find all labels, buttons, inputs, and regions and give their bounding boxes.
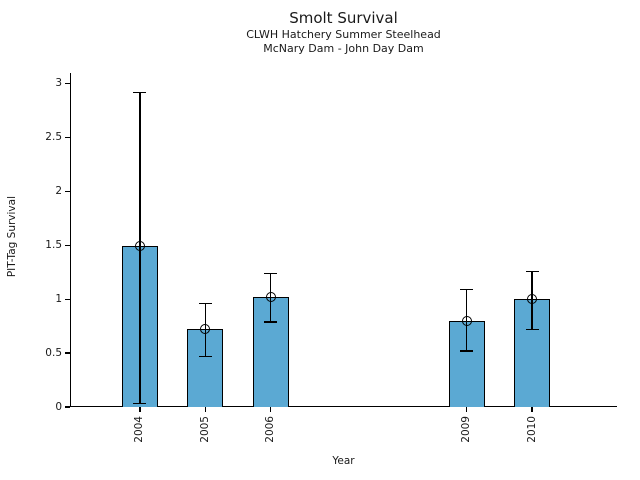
chart-subtitle-1: CLWH Hatchery Summer Steelhead	[246, 28, 441, 41]
error-cap-low-2006	[264, 321, 278, 323]
error-cap-low-2009	[460, 350, 474, 352]
error-cap-high-2004	[133, 91, 147, 94]
x-axis-title: Year	[332, 455, 355, 467]
error-cap-high-2005	[198, 302, 212, 305]
y-tick	[65, 298, 70, 300]
chart-title: Smolt Survival	[289, 9, 398, 27]
error-cap-low-2010	[525, 328, 539, 331]
x-tick	[269, 407, 272, 412]
x-tick-label: 2006	[264, 416, 277, 443]
y-tick	[65, 190, 70, 193]
x-tick	[465, 407, 468, 412]
x-tick-label: 2009	[460, 416, 473, 443]
error-cap-high-2009	[460, 288, 474, 291]
point-marker-2006	[265, 292, 276, 303]
y-tick	[65, 406, 70, 408]
error-cap-high-2006	[264, 272, 278, 275]
plot-area: 0 0.5 1 1.5 2 2.5 3 2004 2005 2006 2009 2010	[45, 73, 617, 443]
y-tick-label: 0.5	[45, 346, 62, 359]
y-tick-label: 1	[55, 292, 62, 305]
y-axis-spine	[70, 73, 72, 407]
x-tick	[139, 407, 141, 412]
x-tick	[204, 407, 206, 412]
x-tick-label: 2005	[198, 416, 211, 443]
y-tick-label: 2	[55, 185, 62, 198]
chart-header: Smolt Survival CLWH Hatchery Summer Stee…	[70, 8, 617, 56]
y-tick-label: 0	[55, 400, 62, 413]
y-tick-label: 2.5	[45, 131, 62, 144]
y-axis-title: PIT-Tag Survival	[6, 196, 18, 278]
y-tick	[65, 244, 70, 247]
error-cap-low-2005	[198, 355, 212, 358]
x-tick-label: 2004	[133, 416, 146, 443]
error-cap-low-2004	[133, 403, 147, 405]
y-tick	[65, 136, 70, 139]
y-tick	[65, 352, 70, 354]
x-tick-label: 2010	[525, 416, 538, 443]
y-tick-label: 3	[55, 77, 62, 90]
point-marker-2004	[134, 241, 145, 252]
point-marker-2010	[527, 294, 538, 305]
point-marker-2005	[200, 324, 211, 335]
x-axis-spine	[70, 405, 617, 407]
point-marker-2009	[461, 315, 472, 326]
y-tick-label: 1.5	[45, 238, 62, 251]
y-tick	[65, 83, 70, 85]
chart-subtitle-2: McNary Dam - John Day Dam	[263, 42, 424, 55]
x-tick	[531, 407, 533, 412]
error-cap-high-2010	[525, 270, 539, 272]
